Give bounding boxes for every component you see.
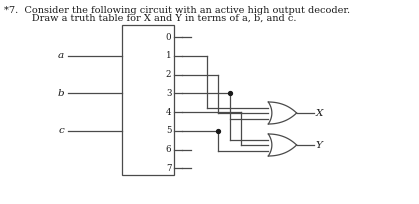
Text: 0: 0	[166, 33, 171, 42]
Text: b: b	[57, 89, 64, 98]
Text: *7.  Consider the following circuit with an active high output decoder.: *7. Consider the following circuit with …	[4, 6, 350, 15]
Text: Draw a truth table for X and Y in terms of a, b, and c.: Draw a truth table for X and Y in terms …	[13, 14, 297, 23]
Text: a: a	[58, 51, 64, 60]
Text: 2: 2	[166, 70, 171, 79]
Text: 4: 4	[166, 108, 171, 117]
Text: 7: 7	[166, 164, 171, 173]
Text: 5: 5	[166, 126, 171, 135]
Text: 1: 1	[166, 51, 171, 60]
Text: Y: Y	[316, 141, 322, 150]
Text: X: X	[316, 109, 323, 118]
Text: 3: 3	[166, 89, 171, 98]
Text: c: c	[58, 126, 64, 135]
Text: 6: 6	[166, 145, 171, 154]
